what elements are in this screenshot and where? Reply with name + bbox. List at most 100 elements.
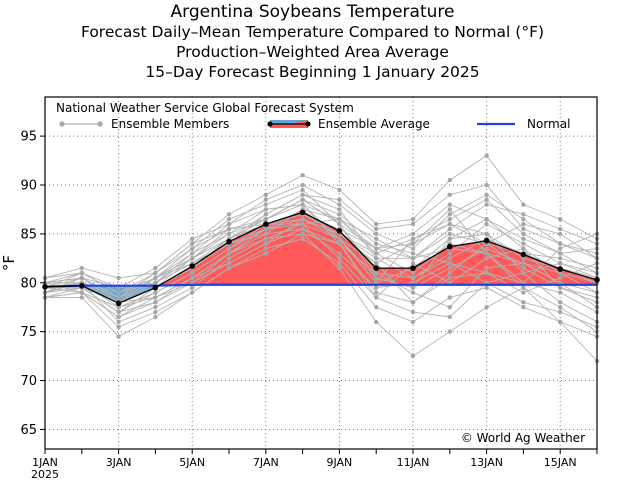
member-19-point-8 <box>300 226 305 232</box>
legend-member-dot-2 <box>97 121 103 127</box>
member-17-point-15 <box>558 275 563 281</box>
ytick-label-65: 65 <box>20 423 37 438</box>
xtick-label-5: 5JAN <box>179 456 205 469</box>
member-13-point-12 <box>447 226 452 232</box>
ytick-label-95: 95 <box>20 130 37 145</box>
member-7-point-8 <box>300 236 305 241</box>
member-21-point-8 <box>300 192 305 197</box>
member-15-point-10 <box>374 275 379 281</box>
chart-title: Argentina Soybeans Temperature <box>170 2 455 22</box>
member-16-point-9 <box>337 256 342 261</box>
plot-frame <box>44 96 598 450</box>
member-13-point-14 <box>521 212 526 217</box>
member-3-point-14 <box>521 217 526 222</box>
member-3-point-12 <box>447 212 452 217</box>
member-12-point-12 <box>447 329 452 334</box>
member-12-point-11 <box>410 353 416 359</box>
member-16-point-13 <box>484 256 489 261</box>
member-10-point-5 <box>190 236 195 241</box>
member-15-point-6 <box>226 261 232 266</box>
ytick-label-80: 80 <box>20 276 37 291</box>
member-line-24 <box>44 208 598 313</box>
member-line-13 <box>44 204 598 298</box>
member-1-point-14 <box>521 231 526 237</box>
member-20-point-15 <box>558 231 563 237</box>
member-3-point-10 <box>374 231 379 237</box>
member-20-point-14 <box>521 221 526 227</box>
member-22-point-2 <box>79 290 85 295</box>
chart-subtitle-3: 15–Day Forecast Beginning 1 January 2025 <box>145 63 480 81</box>
member-25-point-10 <box>374 246 379 251</box>
member-14-point-11 <box>410 275 416 281</box>
legend-members-label: Ensemble Members <box>111 117 229 131</box>
member-10-point-4 <box>153 265 158 271</box>
member-19-point-10 <box>374 285 379 290</box>
xtick-label-9: 9JAN <box>326 456 352 469</box>
member-20-point-11 <box>410 300 416 305</box>
member-1-point-13 <box>484 197 489 202</box>
member-18-point-13 <box>484 231 489 237</box>
member-6-point-7 <box>263 192 268 197</box>
member-19-point-5 <box>190 275 195 281</box>
legend-average-label: Ensemble Average <box>318 117 430 131</box>
member-12-point-6 <box>226 256 232 261</box>
member-23-point-8 <box>300 202 305 207</box>
member-line-6 <box>44 155 598 279</box>
member-23-point-12 <box>447 207 452 212</box>
member-17-point-14 <box>521 290 526 295</box>
member-6-point-3 <box>116 275 121 281</box>
legend-average-dot-1 <box>267 121 273 127</box>
member-25-point-9 <box>337 221 342 227</box>
legend-normal-label: Normal <box>527 117 570 131</box>
ensemble-members <box>42 153 600 364</box>
member-7-point-14 <box>521 305 526 310</box>
member-10-point-11 <box>410 309 416 315</box>
member-line-12 <box>44 233 598 362</box>
member-16-point-6 <box>226 246 232 251</box>
member-7-point-3 <box>116 334 121 339</box>
member-15-point-11 <box>410 285 416 290</box>
member-25-point-15 <box>558 270 563 276</box>
member-6-point-9 <box>337 187 342 193</box>
member-19-point-12 <box>447 261 452 266</box>
member-19-point-3 <box>116 305 121 310</box>
member-8-point-12 <box>447 265 452 271</box>
member-22-point-11 <box>410 290 416 295</box>
legend-normal: Normal <box>477 117 570 131</box>
member-26-point-6 <box>226 226 232 232</box>
average-point-4 <box>152 284 159 291</box>
member-12-point-4 <box>153 305 158 310</box>
member-21-point-11 <box>410 221 416 227</box>
xtick-label-11: 11JAN <box>397 456 430 469</box>
member-3-point-9 <box>337 202 342 207</box>
member-18-point-11 <box>410 236 416 241</box>
member-20-point-10 <box>374 261 379 266</box>
member-2-point-15 <box>558 305 563 310</box>
member-7-point-7 <box>263 246 268 251</box>
average-point-12 <box>447 243 453 250</box>
member-3-point-11 <box>410 246 416 251</box>
average-point-15 <box>557 266 563 272</box>
member-21-point-12 <box>447 192 452 197</box>
member-line-19 <box>44 228 598 328</box>
member-13-point-15 <box>558 226 563 232</box>
member-26-point-15 <box>558 256 563 261</box>
member-21-point-13 <box>484 182 489 188</box>
member-12-point-3 <box>116 319 121 325</box>
average-point-6 <box>226 238 232 245</box>
member-23-point-9 <box>337 217 342 222</box>
member-21-point-15 <box>558 241 563 246</box>
average-point-14 <box>520 251 527 258</box>
average-point-2 <box>79 282 85 289</box>
member-25-point-14 <box>521 261 526 266</box>
member-25-point-4 <box>153 280 158 285</box>
legend-average-swatch-blue <box>270 120 308 124</box>
member-24-point-7 <box>263 231 268 237</box>
member-6-point-10 <box>374 221 379 227</box>
chart-subtitle-1: Forecast Daily–Mean Temperature Compared… <box>80 23 545 41</box>
member-23-point-5 <box>190 251 195 256</box>
member-7-point-11 <box>410 319 416 325</box>
credit-label: © World Ag Weather <box>461 431 585 445</box>
member-24-point-15 <box>558 285 563 290</box>
xtick-label-3: 3JAN <box>106 456 132 469</box>
